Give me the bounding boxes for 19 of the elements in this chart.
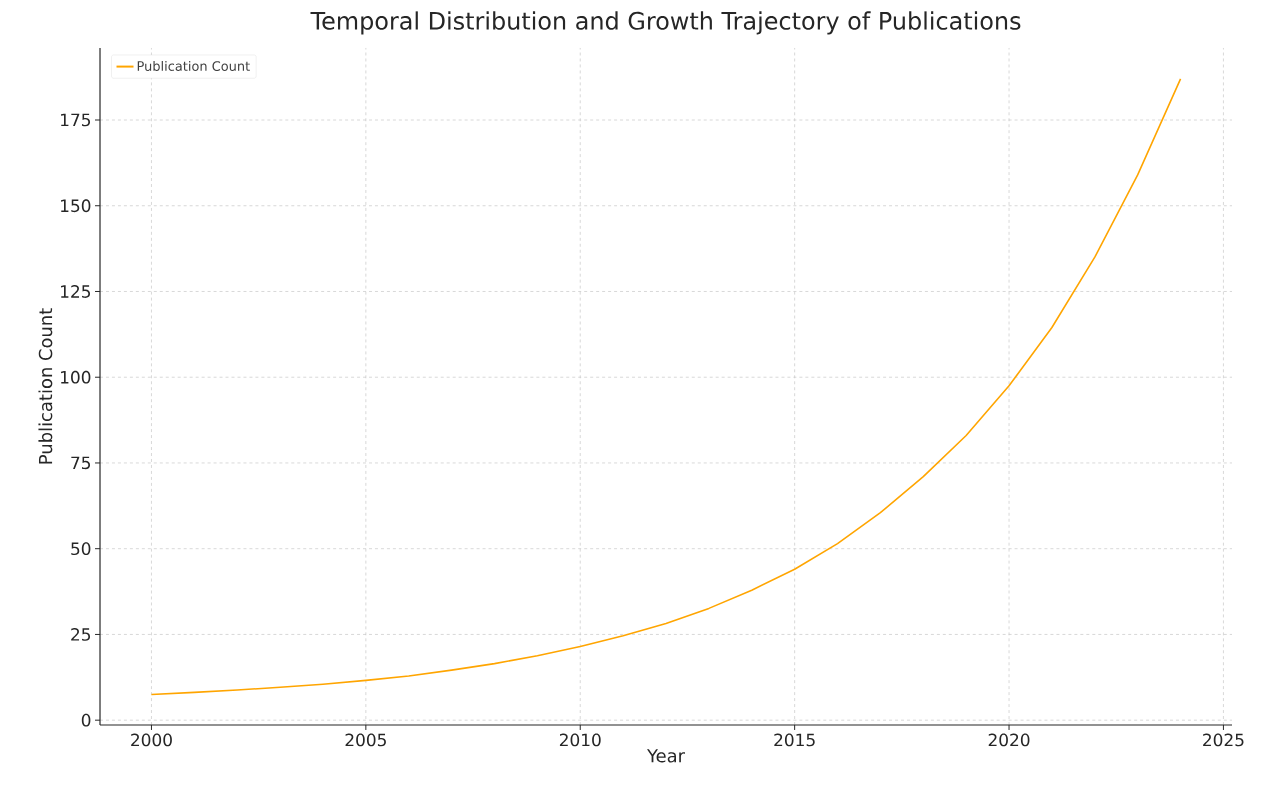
x-tick-label: 2020 xyxy=(988,733,1030,747)
y-tick-label: 125 xyxy=(61,285,91,298)
chart-title: Temporal Distribution and Growth Trajectory of Publications xyxy=(310,11,1021,35)
y-tick-label: 25 xyxy=(71,628,91,641)
y-tick-label: 100 xyxy=(61,370,91,384)
x-tick-label: 2000 xyxy=(131,733,172,747)
y-tick-label: 150 xyxy=(61,199,91,213)
x-axis-title: Year xyxy=(646,749,686,763)
y-tick-label: 0 xyxy=(81,713,91,727)
x-tick-label: 2015 xyxy=(774,733,815,747)
x-tick-label: 2005 xyxy=(345,733,386,747)
y-tick-label: 75 xyxy=(71,456,91,470)
legend-label: Publication Count xyxy=(137,60,250,71)
line-series xyxy=(150,78,1182,696)
y-axis-title: Publication Count xyxy=(38,308,53,464)
x-tick-label: 2025 xyxy=(1203,733,1244,747)
x-tick-label: 2010 xyxy=(559,733,601,747)
y-tick-label: 50 xyxy=(71,542,91,556)
y-tick-label: 175 xyxy=(61,113,91,127)
